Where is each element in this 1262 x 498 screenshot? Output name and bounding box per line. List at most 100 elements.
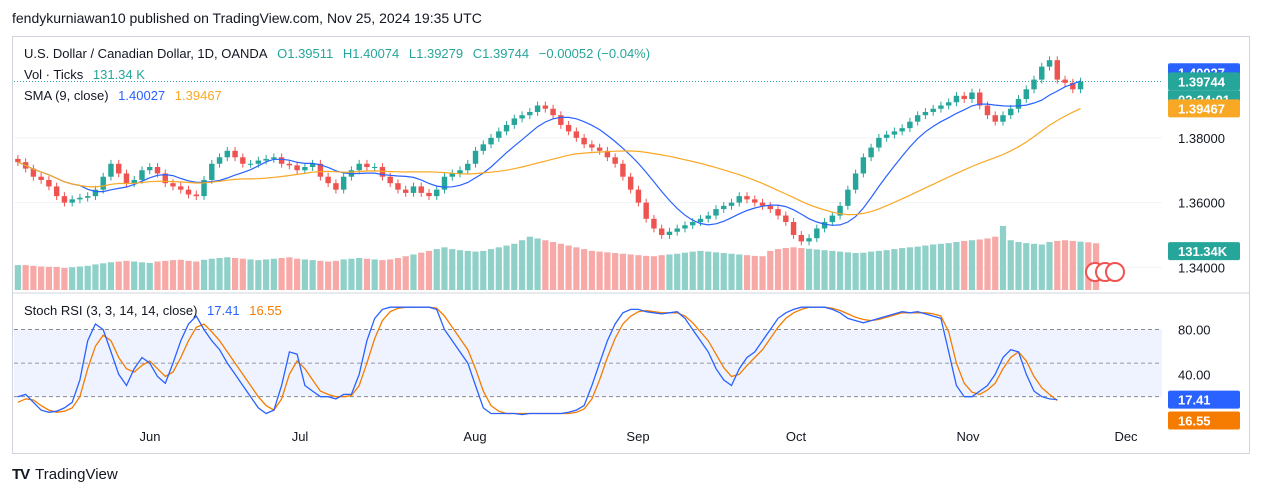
volume-bar (418, 252, 425, 290)
volume-bar (868, 251, 875, 290)
volume-bar (92, 264, 99, 290)
price-tick-label: 1.38000 (1178, 131, 1225, 146)
volume-tag-bg (1168, 242, 1240, 261)
candle-body (1023, 89, 1029, 100)
axes: 1.38000 1.36000 1.34000 80.00 40.00 Jun Jul Aug… (140, 131, 1225, 444)
volume-bar (650, 256, 658, 290)
candle-body (697, 218, 704, 223)
volume-bar (984, 238, 991, 290)
candle-body (821, 222, 828, 229)
candle-body (852, 173, 859, 190)
close-value: C1.39744 (472, 46, 530, 61)
candle-body (247, 163, 254, 165)
candle-body (263, 158, 269, 161)
candle-body (15, 158, 21, 163)
candle-body (752, 199, 758, 203)
volume-bar (906, 247, 914, 290)
volume-bar (239, 258, 246, 290)
volume-bar (387, 259, 394, 290)
footer-brand[interactable]: TV TradingView (12, 466, 118, 483)
time-tick-label: Sep (626, 429, 649, 444)
price-tick-label: 1.36000 (1178, 196, 1225, 211)
candle-body (604, 150, 611, 158)
volume-bar (720, 253, 727, 290)
volume-bar (363, 258, 371, 290)
candle-body (534, 105, 541, 112)
volume-bar (294, 258, 301, 290)
candle-body (1008, 108, 1014, 116)
time-tick-label: Aug (463, 429, 486, 444)
volume-bar (790, 247, 797, 290)
volume-bar (185, 260, 192, 290)
candle-body (938, 105, 944, 109)
chart-frame[interactable] (12, 36, 1250, 454)
volume-bar (596, 251, 603, 290)
volume-bar (69, 267, 76, 290)
symbol-name: U.S. Dollar / Canadian Dollar, 1D, OANDA (24, 46, 268, 61)
candle-body (395, 183, 401, 190)
candle-body (255, 160, 262, 164)
volume-bar (1023, 243, 1030, 290)
volume-bar (588, 250, 595, 290)
volume-bar (1061, 240, 1069, 290)
sma-legend: SMA (9, close) 1.40027 1.39467 (24, 88, 228, 103)
volume-bar (1038, 244, 1045, 290)
candle-body (371, 167, 378, 168)
candle-body (542, 105, 549, 109)
time-tick-label: Oct (786, 429, 807, 444)
volume-bar (425, 250, 433, 290)
candle-body (488, 137, 494, 145)
volume-bar (464, 250, 471, 290)
volume-bar (472, 251, 479, 290)
volume-bar (340, 259, 347, 290)
candle-body (713, 209, 719, 216)
volume-bar (286, 257, 293, 290)
volume-bar (456, 250, 464, 290)
candle-body (969, 92, 975, 100)
candle-body (162, 173, 168, 184)
volume-bar (162, 260, 169, 290)
volume-bar (666, 254, 673, 290)
volume-bar (224, 257, 231, 290)
candle-body (216, 157, 223, 164)
time-tick-label: Jun (140, 429, 161, 444)
volume-bar (325, 261, 332, 290)
volume-bar (728, 253, 735, 290)
candle-body (705, 215, 711, 219)
volume-bar (821, 250, 828, 290)
candle-body (116, 163, 122, 174)
candle-body (527, 111, 533, 116)
stoch-k-tag: 17.41 (1178, 393, 1211, 408)
candle-body (1031, 79, 1037, 90)
candle-body (1077, 81, 1084, 90)
volume-bar (992, 236, 999, 290)
candle-body (434, 189, 440, 197)
candle-body (53, 186, 60, 197)
volume-bar (836, 251, 844, 290)
candle-body (573, 131, 580, 138)
volume-bar (1054, 240, 1061, 290)
candle-body (666, 231, 673, 235)
candle-body (581, 137, 587, 145)
candle-body (511, 118, 518, 125)
volume-bar (22, 265, 29, 290)
volume-bar (743, 255, 751, 290)
volume-bar (480, 250, 487, 290)
candle-body (193, 194, 199, 197)
volume-bar (899, 248, 906, 290)
candle-body (30, 168, 37, 177)
volume-bar (712, 252, 720, 290)
candle-body (860, 157, 867, 174)
candle-body (286, 163, 293, 166)
candle-body (883, 134, 890, 138)
volume-bar (45, 266, 53, 290)
candle-body (61, 196, 68, 203)
volume-bar (658, 255, 665, 290)
candle-body (961, 95, 967, 100)
candle-body (232, 150, 238, 158)
volume-bar (270, 258, 277, 290)
volume-bar (619, 253, 627, 290)
candle-body (783, 215, 789, 223)
volume-bar (976, 239, 983, 290)
